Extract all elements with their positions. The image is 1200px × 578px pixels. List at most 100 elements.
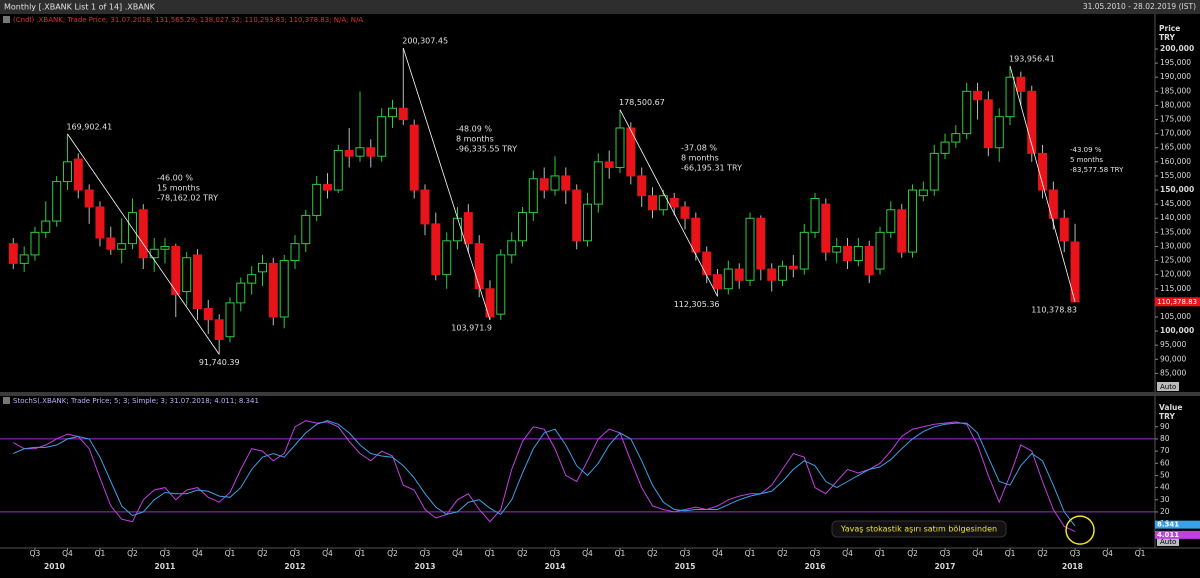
- y-axis-unit: TRY: [1159, 412, 1175, 421]
- candle-body: [431, 223, 441, 276]
- candle-body: [843, 245, 853, 262]
- candle-body: [821, 203, 831, 253]
- candle-body: [658, 195, 668, 211]
- candle-body: [918, 189, 928, 197]
- x-tick-label: Q1: [1005, 549, 1016, 558]
- auto-label[interactable]: Auto: [1160, 383, 1176, 391]
- peak-label: 178,500.67: [619, 98, 665, 107]
- candle-body: [626, 127, 636, 177]
- date-range: 31.05.2010 - 28.02.2019 (IST): [1083, 2, 1196, 11]
- x-tick-label: Q4: [192, 549, 203, 558]
- last-value-box: [1155, 530, 1200, 539]
- trend-line: [1009, 65, 1076, 302]
- y-tick-label: 95,000: [1160, 340, 1186, 349]
- peak-label: 91,740.39: [199, 358, 240, 367]
- legend-icon: [3, 16, 10, 23]
- candle-body: [518, 212, 528, 242]
- y-tick-label: 105,000: [1160, 312, 1191, 321]
- y-tick-label: 90: [1160, 422, 1170, 431]
- x-tick-label: Q2: [127, 549, 138, 558]
- candle-body: [767, 268, 777, 281]
- x-tick-label: Q3: [1070, 549, 1081, 558]
- peak-label: 110,378.83: [1031, 305, 1077, 314]
- candle-body: [203, 308, 213, 321]
- auto-button[interactable]: Auto: [1157, 382, 1179, 391]
- candle-body: [507, 240, 517, 256]
- auto-button-bg[interactable]: [1157, 382, 1179, 391]
- y-tick-label: 125,000: [1160, 256, 1191, 265]
- trend-line: [402, 48, 491, 320]
- candle-body: [669, 197, 679, 208]
- drop-stat: 15 months: [157, 184, 200, 193]
- candle-body: [734, 268, 744, 281]
- x-tick-label: Q1: [355, 549, 366, 558]
- candle-body: [214, 319, 224, 341]
- candle-body: [788, 265, 798, 270]
- y-tick-label: 30: [1160, 495, 1170, 504]
- auto-label[interactable]: Auto: [1160, 538, 1176, 546]
- peak-label: 169,902.41: [66, 122, 112, 131]
- candle-body: [940, 141, 950, 154]
- candle-body: [268, 262, 278, 318]
- candle-body: [366, 147, 376, 157]
- x-tick-label: Q2: [517, 549, 528, 558]
- y-tick-label: 120,000: [1160, 270, 1191, 279]
- window-title: Monthly [.XBANK List 1 of 14] .XBANK: [4, 3, 156, 12]
- x-tick-label: Q4: [322, 549, 333, 558]
- x-tick-label: Q3: [420, 549, 431, 558]
- candle-body: [691, 217, 701, 253]
- candle-body: [864, 245, 874, 276]
- candle-body: [583, 203, 593, 242]
- peak-label: 200,307.45: [402, 37, 448, 46]
- peak-label: 103,971.9: [451, 323, 492, 332]
- candle-body: [983, 99, 993, 149]
- candle-body: [398, 107, 408, 121]
- y-tick-label: 90,000: [1160, 354, 1186, 363]
- last-value-label: 4.011: [1157, 531, 1179, 539]
- y-tick-label: 80: [1160, 434, 1170, 443]
- candle-body: [832, 245, 842, 253]
- x-tick-label: Q2: [387, 549, 398, 558]
- drop-stat: 8 months: [681, 154, 719, 163]
- drop-stat: 5 months: [1070, 156, 1103, 164]
- x-tick-label: Q1: [745, 549, 756, 558]
- candle-body: [182, 257, 192, 293]
- candle-body: [344, 150, 354, 157]
- candle-body: [463, 212, 473, 245]
- candle-body: [550, 175, 560, 191]
- candle-body: [496, 254, 506, 315]
- y-tick-label: 180,000: [1160, 100, 1191, 109]
- drop-stat: -37.08 %: [681, 144, 717, 153]
- x-tick-label: Q1: [1135, 549, 1146, 558]
- candle-body: [192, 254, 202, 310]
- y-tick-label: 165,000: [1160, 143, 1191, 152]
- candle-body: [1027, 90, 1037, 154]
- candle-body: [225, 302, 235, 338]
- legend-icon: [3, 397, 10, 404]
- candle-body: [355, 147, 365, 157]
- auto-button[interactable]: Auto: [1157, 537, 1179, 546]
- x-tick-label: Q2: [257, 549, 268, 558]
- candle-body: [171, 245, 181, 295]
- note-box: [831, 520, 1007, 538]
- candle-body: [680, 206, 690, 219]
- candle-body: [994, 116, 1004, 149]
- candle-body: [420, 189, 430, 225]
- last-price-box: [1155, 297, 1200, 307]
- candle-body: [106, 237, 116, 250]
- candle-body: [778, 265, 788, 281]
- candle-body: [908, 189, 918, 253]
- candle-body: [322, 183, 332, 191]
- candle-body: [52, 181, 62, 222]
- note-text: Yavaş stokastik aşırı satım bölgesinden: [840, 525, 997, 534]
- candle-body: [853, 245, 863, 262]
- candle-body: [290, 243, 300, 262]
- y-tick-label: 115,000: [1160, 284, 1191, 293]
- candle-body: [702, 251, 712, 276]
- candle-body: [1048, 189, 1058, 219]
- candle-body: [453, 217, 463, 242]
- y-tick-label: 155,000: [1160, 171, 1191, 180]
- y-tick-label: 135,000: [1160, 227, 1191, 236]
- candle-body: [387, 107, 397, 118]
- auto-button-bg[interactable]: [1157, 537, 1179, 546]
